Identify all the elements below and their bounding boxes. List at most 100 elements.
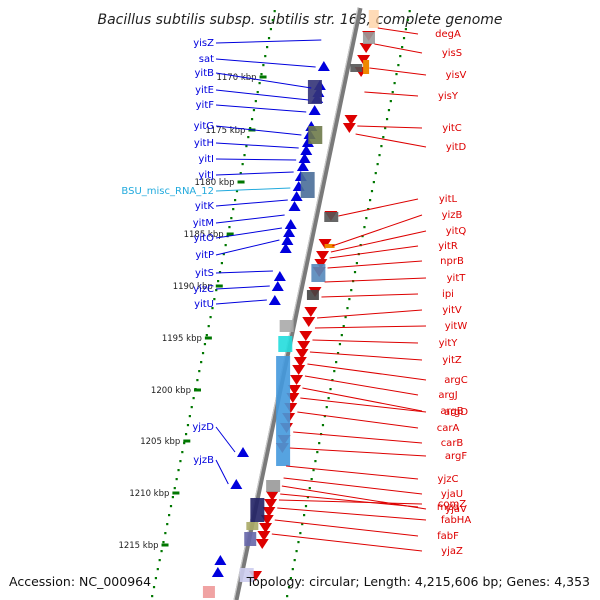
scale-track-dot: [211, 307, 214, 310]
right-gene-label[interactable]: argD: [444, 407, 468, 418]
right-gene-label[interactable]: yjzC: [438, 474, 459, 485]
right-gene-label[interactable]: yitD: [446, 142, 467, 153]
right-leader-line: [309, 351, 423, 361]
right-gene-label[interactable]: yjaV: [445, 504, 467, 515]
scale-track-dot: [329, 388, 332, 391]
right-gene-label[interactable]: ipi: [442, 289, 454, 300]
scale-track-dot: [207, 325, 210, 328]
scale-tick: [237, 180, 245, 184]
left-leader-line: [215, 299, 267, 305]
feature-block: [250, 498, 265, 522]
left-leader-line: [215, 285, 270, 290]
scale-track-dot: [160, 550, 163, 553]
scale-track-dot: [304, 505, 308, 508]
left-gene-label[interactable]: yjzD: [192, 422, 214, 433]
right-gene-label[interactable]: argJ: [438, 390, 457, 401]
right-gene-label[interactable]: yjaU: [441, 489, 463, 500]
right-gene-label[interactable]: argB: [440, 406, 463, 417]
left-gene-label[interactable]: yisZ: [193, 38, 214, 49]
right-gene-label[interactable]: nprB: [440, 256, 464, 267]
left-gene-label[interactable]: yitE: [195, 85, 214, 96]
reverse-gene-arrow: [302, 317, 316, 327]
right-gene-label[interactable]: yitW: [445, 321, 468, 332]
left-gene-label[interactable]: yitU: [194, 299, 214, 310]
right-gene-label[interactable]: yisS: [442, 48, 462, 59]
left-leader-line: [215, 214, 285, 224]
left-gene-label[interactable]: BSU_misc_RNA_12: [121, 186, 214, 197]
feature-block: [244, 532, 257, 546]
right-leader-line: [293, 431, 423, 444]
right-gene-label[interactable]: fabHA: [441, 515, 472, 526]
left-gene-label[interactable]: yitK: [195, 201, 215, 212]
scale-tick-label: 1170 kbp: [216, 73, 256, 83]
forward-gene-arrow: [211, 567, 224, 577]
left-gene-label[interactable]: yitO: [194, 233, 215, 244]
scale-track-dot: [249, 127, 252, 130]
scale-track-dot: [192, 397, 195, 400]
right-gene-label[interactable]: yitQ: [446, 226, 467, 237]
scale-track-dot: [368, 199, 372, 202]
right-gene-label[interactable]: fabF: [437, 531, 459, 542]
right-leader-line: [317, 309, 423, 319]
right-gene-label[interactable]: yisV: [446, 70, 467, 81]
reverse-gene-arrow: [295, 349, 309, 359]
right-gene-label[interactable]: argC: [444, 375, 467, 386]
feature-block: [350, 64, 363, 72]
right-gene-label[interactable]: yitR: [438, 241, 458, 252]
right-gene-label[interactable]: yisY: [438, 91, 459, 102]
right-gene-label[interactable]: yitY: [439, 338, 459, 349]
scale-track-dot: [350, 289, 353, 292]
reverse-gene-arrow: [287, 385, 301, 395]
right-gene-label[interactable]: med: [437, 502, 459, 513]
left-gene-label[interactable]: yitM: [193, 218, 214, 229]
right-leader-line: [271, 533, 423, 552]
scale-track-dot: [367, 208, 370, 211]
right-gene-label[interactable]: yitZ: [442, 355, 462, 366]
left-gene-label[interactable]: yitP: [195, 250, 214, 261]
left-gene-label[interactable]: sat: [199, 54, 214, 65]
left-leader-line: [215, 171, 294, 176]
forward-gene-arrow: [308, 105, 321, 115]
scale-track-dot: [370, 190, 374, 193]
right-gene-label[interactable]: yitV: [442, 305, 462, 316]
right-gene-label[interactable]: yitL: [439, 194, 458, 205]
scale-track-dot: [271, 19, 274, 22]
left-gene-label[interactable]: yitS: [195, 268, 214, 279]
forward-gene-arrow: [301, 137, 314, 147]
right-gene-label[interactable]: yizB: [442, 210, 463, 221]
left-gene-label[interactable]: yitI: [198, 154, 214, 165]
forward-gene-arrow: [230, 479, 243, 489]
left-gene-label[interactable]: yitJ: [198, 170, 214, 181]
scale-track-dot: [295, 550, 298, 553]
feature-block: [246, 522, 259, 530]
left-gene-label[interactable]: yitG: [194, 121, 214, 132]
scale-track-dot: [312, 469, 315, 472]
right-gene-label[interactable]: carB: [441, 438, 464, 449]
right-gene-label[interactable]: argF: [445, 451, 467, 462]
forward-gene-arrow: [284, 219, 297, 229]
right-gene-label[interactable]: yitT: [447, 273, 467, 284]
right-gene-label[interactable]: yitC: [442, 123, 462, 134]
feature-block: [239, 568, 254, 582]
scale-track-dot: [264, 55, 267, 58]
right-gene-label[interactable]: comZ: [438, 499, 466, 510]
scale-tick-label: 1200 kbp: [151, 386, 191, 396]
right-gene-label[interactable]: yjaZ: [441, 546, 463, 557]
left-gene-label[interactable]: yizC: [193, 284, 214, 295]
left-gene-label[interactable]: yitB: [195, 68, 215, 79]
right-gene-label[interactable]: degA: [435, 29, 461, 40]
scale-track-dot: [336, 352, 340, 355]
scale-track-dot: [168, 514, 171, 517]
right-gene-label[interactable]: carA: [437, 423, 460, 434]
forward-gene-arrow: [296, 161, 309, 171]
forward-gene-arrow: [290, 191, 303, 201]
left-gene-label[interactable]: yjzB: [193, 455, 214, 466]
scale-track-dot: [361, 235, 364, 238]
map-title: Bacillus subtilis subsp. subtilis str. 1…: [97, 12, 502, 28]
scale-tick-label: 1185 kbp: [184, 230, 224, 240]
scale-track-dot: [331, 379, 334, 382]
right-leader-line: [355, 133, 427, 148]
forward-gene-arrow: [281, 235, 294, 245]
left-gene-label[interactable]: yitF: [196, 100, 215, 111]
left-gene-label[interactable]: yitH: [194, 138, 214, 149]
